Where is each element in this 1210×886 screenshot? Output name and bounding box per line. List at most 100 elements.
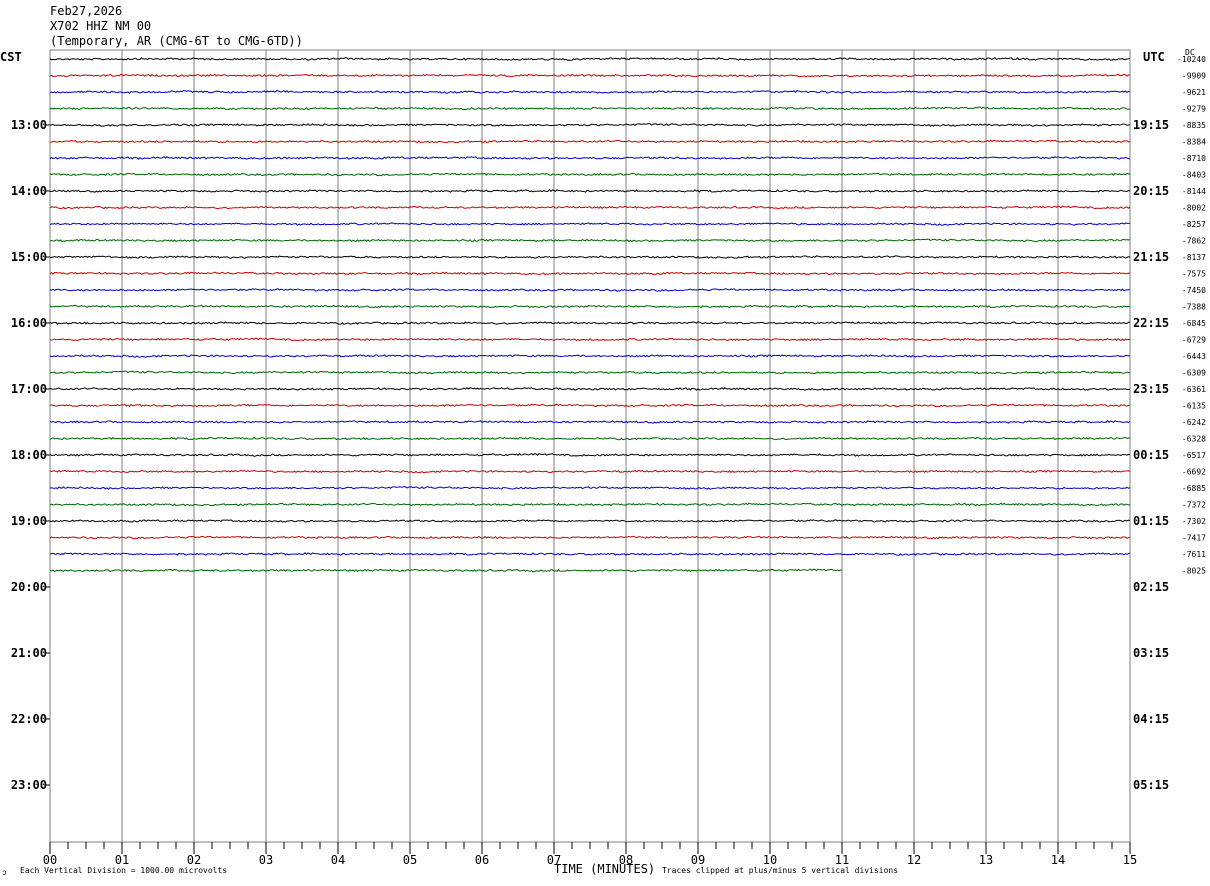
dc-offset-label: -8137 xyxy=(1182,253,1206,262)
hour-label-local: 18:00 xyxy=(11,448,47,462)
hour-label-utc: 00:15 xyxy=(1133,448,1169,462)
x-tick-label: 13 xyxy=(979,853,993,867)
dc-offset-label: -9909 xyxy=(1182,72,1206,81)
x-tick-label: 08 xyxy=(619,853,633,867)
x-tick-label: 07 xyxy=(547,853,561,867)
seismic-trace xyxy=(49,156,1131,160)
dc-offset-label: -8384 xyxy=(1182,138,1206,147)
seismic-trace xyxy=(49,57,1131,61)
hour-label-utc: 04:15 xyxy=(1133,712,1169,726)
dc-offset-label: -6135 xyxy=(1182,402,1206,411)
seismic-trace xyxy=(49,387,1131,391)
hour-label-local: 20:00 xyxy=(11,580,47,594)
dc-offset-label: -8257 xyxy=(1182,220,1206,229)
seismic-trace xyxy=(49,238,1131,243)
dc-offset-label: -6443 xyxy=(1182,352,1206,361)
seismic-trace xyxy=(49,123,1131,127)
seismic-trace xyxy=(49,304,1131,309)
hour-label-local: 21:00 xyxy=(11,646,47,660)
seismic-trace xyxy=(49,288,1131,292)
seismic-trace xyxy=(49,106,1131,111)
x-tick-label: 14 xyxy=(1051,853,1065,867)
corner-mark: ↄ xyxy=(2,868,7,877)
seismic-trace xyxy=(49,370,1131,375)
dc-offset-label: -8025 xyxy=(1182,567,1206,576)
dc-offset-label: -9279 xyxy=(1182,105,1206,114)
dc-offset-label: -8144 xyxy=(1182,187,1206,196)
dc-offset-label: -8835 xyxy=(1182,121,1206,130)
dc-offset-label: -7450 xyxy=(1182,286,1206,295)
dc-offset-label: -8403 xyxy=(1182,171,1206,180)
x-tick-label: 02 xyxy=(187,853,201,867)
x-tick-label: 06 xyxy=(475,853,489,867)
hour-label-utc: 19:15 xyxy=(1133,118,1169,132)
seismic-trace xyxy=(49,205,1131,210)
dc-offset-label: -7388 xyxy=(1182,303,1206,312)
dc-offset-label: -7302 xyxy=(1182,517,1206,526)
seismic-trace xyxy=(49,255,1131,259)
hour-label-utc: 03:15 xyxy=(1133,646,1169,660)
hour-label-local: 13:00 xyxy=(11,118,47,132)
dc-label: DC xyxy=(1185,48,1195,57)
seismic-trace xyxy=(49,321,1131,325)
seismic-trace xyxy=(49,271,1131,276)
dc-offset-label: -7611 xyxy=(1182,550,1206,559)
x-axis-title: TIME (MINUTES) xyxy=(554,862,656,876)
seismic-trace xyxy=(49,403,1131,408)
dc-offset-label: -7862 xyxy=(1182,237,1206,246)
plot-frame xyxy=(49,49,1131,843)
seismic-trace xyxy=(49,502,1131,507)
hour-label-utc: 23:15 xyxy=(1133,382,1169,396)
x-tick-label: 04 xyxy=(331,853,345,867)
dc-offset-label: -6845 xyxy=(1182,319,1206,328)
left-zone-label: CST xyxy=(0,50,22,64)
seismic-trace xyxy=(49,568,843,573)
x-tick-label: 00 xyxy=(43,853,57,867)
dc-offset-label: -8002 xyxy=(1182,204,1206,213)
station-label: X702 HHZ NM 00 xyxy=(50,19,152,33)
hour-label-utc: 02:15 xyxy=(1133,580,1169,594)
dc-offset-label: -6361 xyxy=(1182,385,1206,394)
x-tick-label: 09 xyxy=(691,853,705,867)
dc-offset-label: -7417 xyxy=(1182,534,1206,543)
station-description: (Temporary, AR (CMG-6T to CMG-6TD)) xyxy=(50,34,303,48)
dc-offset-label: -6729 xyxy=(1182,336,1206,345)
dc-offset-label: -7575 xyxy=(1182,270,1206,279)
dc-offset-label: -6328 xyxy=(1182,435,1206,444)
x-tick-label: 11 xyxy=(835,853,849,867)
dc-offset-label: -6692 xyxy=(1182,468,1206,477)
seismic-trace xyxy=(49,222,1131,226)
seismic-trace xyxy=(49,535,1131,540)
seismic-trace xyxy=(49,436,1131,441)
seismic-trace xyxy=(49,337,1131,342)
hour-label-local: 14:00 xyxy=(11,184,47,198)
date-label: Feb27,2026 xyxy=(50,4,123,18)
x-tick-label: 03 xyxy=(259,853,273,867)
hour-label-utc: 22:15 xyxy=(1133,316,1169,330)
hour-label-local: 19:00 xyxy=(11,514,47,528)
dc-offset-label: -6517 xyxy=(1182,451,1206,460)
hour-label-local: 17:00 xyxy=(11,382,47,396)
scale-note: Each Vertical Division = 1000.00 microvo… xyxy=(20,866,228,875)
x-tick-label: 01 xyxy=(115,853,129,867)
seismic-trace xyxy=(49,551,1131,556)
seismic-trace xyxy=(49,452,1131,457)
dc-offset-label: -6885 xyxy=(1182,484,1206,493)
dc-offset-label: -7372 xyxy=(1182,501,1206,510)
hour-label-utc: 21:15 xyxy=(1133,250,1169,264)
hour-label-utc: 05:15 xyxy=(1133,778,1169,792)
hour-label-local: 22:00 xyxy=(11,712,47,726)
right-zone-label: UTC xyxy=(1143,50,1165,64)
seismic-trace xyxy=(49,486,1131,490)
dc-offset-label: -9621 xyxy=(1182,88,1206,97)
seismic-trace xyxy=(49,469,1131,474)
x-tick-label: 12 xyxy=(907,853,921,867)
seismic-trace xyxy=(49,354,1131,358)
dc-offset-label: -6242 xyxy=(1182,418,1206,427)
seismic-trace xyxy=(49,188,1131,193)
x-tick-label: 10 xyxy=(763,853,777,867)
seismic-trace xyxy=(49,90,1131,94)
x-tick-label: 05 xyxy=(403,853,417,867)
seismic-trace xyxy=(49,73,1131,78)
